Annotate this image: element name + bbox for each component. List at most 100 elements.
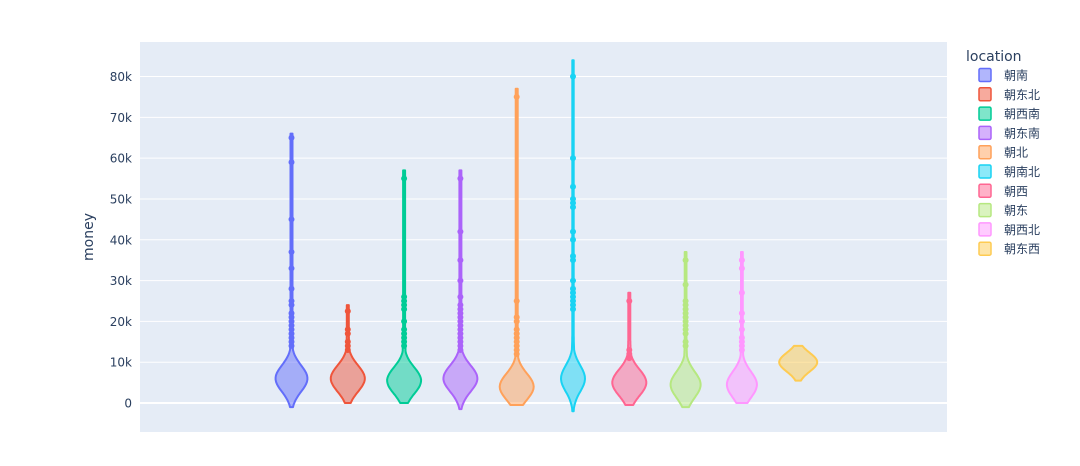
legend-title: location xyxy=(966,49,1022,65)
violin-5 xyxy=(498,87,535,406)
grid-lines xyxy=(140,76,947,404)
outlier-point xyxy=(738,318,745,325)
legend-swatch xyxy=(978,87,992,102)
outlier-point xyxy=(344,338,351,345)
legend-swatch xyxy=(978,202,992,218)
outlier-point xyxy=(570,236,576,243)
violin-2 xyxy=(329,304,366,404)
outlier-point xyxy=(738,257,745,264)
legend-item[interactable]: 朝西北 xyxy=(978,222,1040,237)
y-tick-label: 0 xyxy=(124,397,132,411)
outlier-point xyxy=(288,159,295,166)
violin-9 xyxy=(725,251,758,404)
y-axis-ticks: 0 10k 20k 30k 40k 50k 60k 70k 80k xyxy=(110,70,132,411)
legend-item[interactable]: 朝北 xyxy=(978,144,1028,160)
outlier-point xyxy=(570,228,576,235)
outlier-point xyxy=(344,308,351,315)
legend-item[interactable]: 朝西南 xyxy=(978,106,1040,121)
outlier-point xyxy=(288,248,295,255)
outlier-point xyxy=(288,134,295,141)
legend-label: 朝东西 xyxy=(1004,242,1040,256)
outlier-point xyxy=(401,175,408,182)
legend-swatch xyxy=(978,183,992,199)
legend-label: 朝南北 xyxy=(1004,164,1040,179)
outlier-point xyxy=(457,293,464,300)
legend-swatch xyxy=(978,144,992,160)
legend-item[interactable]: 朝东西 xyxy=(978,241,1040,256)
outlier-point xyxy=(570,253,576,260)
y-tick-label: 80k xyxy=(110,70,132,84)
legend-label: 朝北 xyxy=(1004,146,1028,160)
outlier-point xyxy=(682,281,689,288)
outlier-point xyxy=(288,265,295,272)
y-tick-label: 20k xyxy=(110,315,132,329)
legend-label: 朝西北 xyxy=(1004,223,1040,237)
outlier-point xyxy=(570,285,576,292)
violin-4 xyxy=(442,169,479,411)
outlier-point xyxy=(626,346,633,353)
legend-swatch xyxy=(978,164,992,179)
outlier-point xyxy=(570,195,576,202)
legend-swatch xyxy=(978,125,992,141)
outlier-point xyxy=(513,314,520,321)
legend-label: 朝南 xyxy=(1004,68,1028,83)
outlier-point xyxy=(344,326,351,333)
violin-8 xyxy=(669,251,702,409)
outlier-point xyxy=(682,297,689,304)
outlier-point xyxy=(288,216,295,223)
outlier-point xyxy=(738,326,745,333)
legend-item[interactable]: 朝东南 xyxy=(978,125,1040,141)
legend-swatch xyxy=(978,67,992,83)
y-tick-label: 40k xyxy=(110,233,132,247)
y-tick-label: 60k xyxy=(110,152,132,166)
legend-label: 朝东南 xyxy=(1004,125,1040,140)
outlier-point xyxy=(288,297,295,304)
outlier-point xyxy=(401,326,408,333)
legend-item[interactable]: 朝南 xyxy=(978,67,1028,83)
legend-swatch xyxy=(978,241,992,256)
outlier-point xyxy=(738,265,745,272)
legend-swatch xyxy=(978,222,992,237)
violin-1 xyxy=(274,132,309,409)
outlier-point xyxy=(457,277,464,284)
outlier-point xyxy=(682,257,689,264)
legend-item[interactable]: 朝南北 xyxy=(978,164,1040,179)
violin-body xyxy=(778,344,819,382)
violin-body xyxy=(329,304,366,404)
violin-7 xyxy=(611,291,648,406)
y-tick-label: 10k xyxy=(110,356,132,370)
violin-6 xyxy=(560,59,586,413)
legend-swatch xyxy=(978,106,992,121)
legend-label: 朝东 xyxy=(1004,204,1028,218)
outlier-point xyxy=(513,93,520,100)
outlier-point xyxy=(626,297,633,304)
outlier-point xyxy=(288,310,295,317)
outlier-point xyxy=(288,285,295,292)
outlier-point xyxy=(513,326,520,333)
violin-10 xyxy=(778,344,819,382)
legend-item[interactable]: 朝西 xyxy=(978,183,1028,199)
outlier-point xyxy=(570,155,576,162)
plot-area xyxy=(140,42,947,432)
y-tick-label: 70k xyxy=(110,111,132,125)
outlier-point xyxy=(457,228,464,235)
outlier-point xyxy=(457,175,464,182)
outlier-point xyxy=(682,338,689,345)
legend-label: 朝西 xyxy=(1004,184,1028,198)
outlier-point xyxy=(738,334,745,341)
legend-item[interactable]: 朝东北 xyxy=(978,87,1040,102)
legend-label: 朝西南 xyxy=(1004,106,1040,121)
legend-item[interactable]: 朝东 xyxy=(978,202,1028,218)
outlier-point xyxy=(401,318,408,325)
legend-label: 朝东北 xyxy=(1004,88,1040,102)
outlier-point xyxy=(570,277,576,284)
outlier-point xyxy=(513,297,520,304)
outlier-point xyxy=(457,302,464,309)
outlier-point xyxy=(738,310,745,317)
y-tick-label: 30k xyxy=(110,274,132,288)
y-axis-label: money xyxy=(81,213,97,261)
violins xyxy=(274,59,819,413)
